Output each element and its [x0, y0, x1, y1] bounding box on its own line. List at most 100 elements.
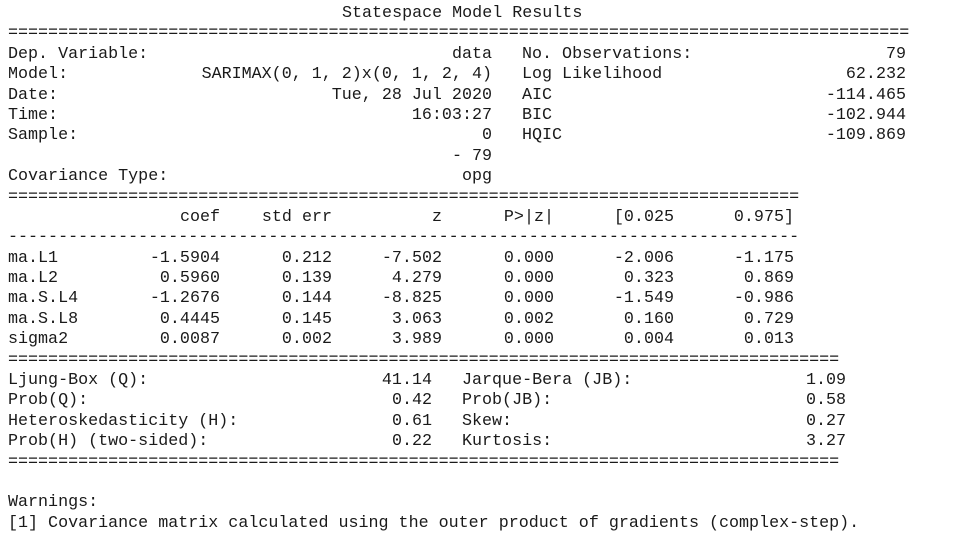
cell-coef: -1.5904: [149, 248, 220, 268]
info-value: SARIMAX(0, 1, 2)x(0, 1, 2, 4): [201, 65, 492, 85]
info-value: opg: [461, 167, 492, 187]
param-name: ma.L1: [8, 248, 59, 268]
warnings-heading: Warnings:: [8, 493, 99, 513]
cell-std-err: 0.144: [281, 289, 332, 309]
cell-lo: -2.006: [613, 248, 674, 268]
diag-label: Skew:: [462, 411, 513, 431]
info-row: - 79: [8, 147, 968, 167]
cell-lo: 0.323: [623, 269, 674, 289]
stat-label: BIC: [522, 105, 553, 125]
info-value: 16:03:27: [411, 105, 492, 125]
info-value: - 79: [451, 146, 492, 166]
page-title: Statespace Model Results: [342, 4, 583, 23]
info-row: Model: SARIMAX(0, 1, 2)x(0, 1, 2, 4) Log L…: [8, 65, 968, 85]
diag-label: Prob(H) (two-sided):: [8, 432, 209, 452]
info-value: Tue, 28 Jul 2020: [331, 85, 492, 105]
cell-std-err: 0.145: [281, 309, 332, 329]
param-name: ma.S.L8: [8, 309, 79, 329]
info-label: Sample:: [8, 126, 79, 146]
param-name: sigma2: [8, 330, 69, 350]
double-rule: ========================================…: [8, 350, 840, 370]
diagnostic-row: Prob(H) (two-sided): 0.22 Kurtosis: 3.27: [8, 432, 968, 452]
diag-label: Kurtosis:: [462, 432, 553, 452]
info-row: Time: 16:03:27 BIC -102.944: [8, 106, 968, 126]
cell-lo: -1.549: [613, 289, 674, 309]
diag-label: Ljung-Box (Q):: [8, 371, 149, 391]
diag-value: 1.09: [805, 371, 846, 391]
cell-z: 4.279: [391, 269, 442, 289]
info-row: Dep. Variable: data No. Observations: 79: [8, 45, 968, 65]
title-row: Statespace Model Results: [8, 4, 968, 24]
diag-label: Jarque-Bera (JB):: [462, 371, 633, 391]
table-row: ma.S.L8 0.4445 0.145 3.063 0.002 0.160 0.729: [8, 310, 968, 330]
warning-text: [1] Covariance matrix calculated using t…: [8, 513, 860, 533]
table-row: ma.L1 -1.5904 0.212 -7.502 0.000 -2.006 -1.175: [8, 249, 968, 269]
cell-coef: 0.0087: [159, 330, 220, 350]
info-row: Covariance Type: opg: [8, 167, 968, 187]
info-label: Date:: [8, 85, 59, 105]
diag-value: 0.42: [391, 391, 432, 411]
warnings-heading-row: Warnings:: [8, 493, 968, 513]
cell-lo: 0.160: [623, 309, 674, 329]
cell-hi: 0.729: [743, 309, 794, 329]
stat-value: -102.944: [825, 105, 906, 125]
cell-z: 3.063: [391, 309, 442, 329]
param-name: ma.L2: [8, 269, 59, 289]
diag-value: 0.58: [805, 391, 846, 411]
double-rule: ========================================…: [8, 187, 800, 207]
diag-value: 3.27: [805, 432, 846, 452]
cell-p: 0.002: [503, 309, 554, 329]
stat-value: -114.465: [825, 85, 906, 105]
cell-z: -7.502: [381, 248, 442, 268]
param-name: ma.S.L4: [8, 289, 79, 309]
coef-header-row: coef std err z P>|z| [0.025 0.975]: [8, 208, 968, 228]
model-info-block: Dep. Variable: data No. Observations: 79 Mod…: [8, 45, 968, 188]
col-p: P>|z|: [503, 207, 554, 227]
info-label: Time:: [8, 105, 59, 125]
stat-value: 62.232: [845, 65, 906, 85]
cell-std-err: 0.212: [281, 248, 332, 268]
info-row: Date: Tue, 28 Jul 2020 AIC -114.465: [8, 86, 968, 106]
info-label: Covariance Type:: [8, 167, 169, 187]
diagnostic-row: Heteroskedasticity (H): 0.61 Skew: 0.27: [8, 412, 968, 432]
stat-label: HQIC: [522, 126, 563, 146]
warning-row: [1] Covariance matrix calculated using t…: [8, 514, 968, 534]
stat-label: No. Observations:: [522, 44, 693, 64]
col-ci-hi: 0.975]: [733, 207, 794, 227]
diag-label: Prob(JB):: [462, 391, 553, 411]
cell-hi: 0.013: [743, 330, 794, 350]
cell-hi: -1.175: [733, 248, 794, 268]
results-summary: Statespace Model Results ===============…: [8, 4, 968, 534]
cell-lo: 0.004: [623, 330, 674, 350]
info-value: data: [451, 44, 492, 64]
diag-label: Prob(Q):: [8, 391, 89, 411]
col-std-err: std err: [261, 207, 332, 227]
diag-label: Heteroskedasticity (H):: [8, 411, 239, 431]
cell-coef: 0.4445: [159, 309, 220, 329]
info-label: Dep. Variable:: [8, 44, 149, 64]
single-rule: ----------------------------------------…: [8, 228, 800, 248]
diag-value: 0.22: [391, 432, 432, 452]
coef-table: ma.L1 -1.5904 0.212 -7.502 0.000 -2.006 -1.175…: [8, 249, 968, 351]
diag-value: 0.61: [391, 411, 432, 431]
info-row: Sample: 0 HQIC -109.869: [8, 126, 968, 146]
cell-p: 0.000: [503, 269, 554, 289]
stat-label: AIC: [522, 85, 553, 105]
cell-hi: 0.869: [743, 269, 794, 289]
diag-value: 41.14: [381, 371, 432, 391]
table-row: ma.S.L4 -1.2676 0.144 -8.825 0.000 -1.549 -0.9…: [8, 289, 968, 309]
stat-value: -109.869: [825, 126, 906, 146]
diag-value: 0.27: [805, 411, 846, 431]
diagnostic-row: Prob(Q): 0.42 Prob(JB): 0.58: [8, 391, 968, 411]
cell-coef: 0.5960: [159, 269, 220, 289]
cell-z: 3.989: [391, 330, 442, 350]
info-value: 0: [481, 126, 492, 146]
table-row: ma.L2 0.5960 0.139 4.279 0.000 0.323 0.869: [8, 269, 968, 289]
cell-p: 0.000: [503, 330, 554, 350]
col-coef: coef: [179, 207, 220, 227]
diagnostics-table: Ljung-Box (Q): 41.14 Jarque-Bera (JB): 1.09…: [8, 371, 968, 453]
cell-std-err: 0.002: [281, 330, 332, 350]
info-label: Model:: [8, 65, 69, 85]
diagnostic-row: Ljung-Box (Q): 41.14 Jarque-Bera (JB): 1.09: [8, 371, 968, 391]
table-row: sigma2 0.0087 0.002 3.989 0.000 0.004 0.013: [8, 330, 968, 350]
